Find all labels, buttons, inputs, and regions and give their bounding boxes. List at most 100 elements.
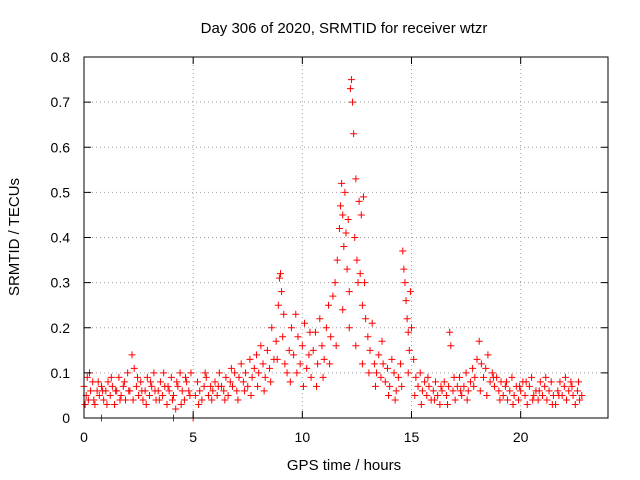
data-point	[337, 202, 345, 210]
data-point	[401, 279, 409, 287]
data-point	[437, 382, 445, 390]
x-tick-label: 5	[189, 429, 197, 445]
data-point	[196, 387, 204, 395]
data-point	[182, 373, 190, 381]
data-point	[569, 391, 577, 399]
data-point	[522, 378, 530, 386]
y-tick-label: 0.2	[51, 320, 71, 336]
data-point	[399, 247, 407, 255]
data-point	[239, 378, 247, 386]
data-point	[554, 387, 562, 395]
data-point	[529, 396, 537, 404]
data-point	[421, 378, 429, 386]
data-point	[381, 378, 389, 386]
data-point	[514, 396, 522, 404]
data-point	[365, 369, 373, 377]
data-point	[148, 382, 156, 390]
data-point	[138, 387, 146, 395]
data-point	[394, 373, 402, 381]
data-point	[425, 382, 433, 390]
data-point	[530, 391, 538, 399]
data-point	[231, 369, 239, 377]
data-point	[354, 279, 362, 287]
data-point	[263, 346, 271, 354]
data-point	[220, 387, 228, 395]
data-point	[345, 288, 353, 296]
data-point	[120, 378, 128, 386]
data-point	[555, 391, 563, 399]
data-point	[168, 396, 176, 404]
x-tick-label: 20	[513, 429, 529, 445]
data-point	[201, 369, 209, 377]
data-point	[228, 382, 236, 390]
data-point	[246, 355, 254, 363]
data-point	[447, 342, 455, 350]
data-point	[194, 378, 202, 386]
data-point	[164, 382, 172, 390]
data-point	[155, 396, 163, 404]
data-point	[273, 355, 281, 363]
data-point	[112, 387, 120, 395]
data-point	[183, 378, 191, 386]
data-point	[438, 387, 446, 395]
data-point	[362, 315, 370, 323]
data-point	[352, 342, 360, 350]
data-point	[573, 387, 581, 395]
data-point	[466, 378, 474, 386]
data-point	[261, 373, 269, 381]
data-point	[313, 382, 321, 390]
data-point	[202, 373, 210, 381]
data-point	[132, 382, 140, 390]
y-tick-label: 0.3	[51, 275, 71, 291]
data-point	[543, 396, 551, 404]
data-point	[208, 396, 216, 404]
data-point	[432, 378, 440, 386]
data-point	[204, 391, 212, 399]
data-point	[222, 373, 230, 381]
y-tick-label: 0.1	[51, 365, 71, 381]
data-point	[331, 279, 339, 287]
data-point	[137, 378, 145, 386]
data-point	[548, 400, 556, 408]
data-point	[460, 382, 468, 390]
data-point	[453, 382, 461, 390]
data-point	[535, 387, 543, 395]
data-point	[325, 301, 333, 309]
data-point	[248, 373, 256, 381]
data-point	[423, 391, 431, 399]
data-point	[242, 369, 250, 377]
data-point	[340, 243, 348, 251]
data-point	[377, 373, 385, 381]
data-point	[495, 387, 503, 395]
data-point	[351, 234, 359, 241]
data-point	[303, 364, 311, 372]
data-point	[322, 324, 330, 332]
data-point	[504, 396, 512, 404]
data-point	[180, 396, 188, 404]
data-point	[117, 391, 125, 399]
data-point	[457, 387, 465, 395]
y-tick-label: 0.5	[51, 184, 71, 200]
grid-lines	[84, 57, 608, 418]
data-point	[539, 391, 546, 399]
data-point	[211, 378, 219, 386]
data-point	[342, 229, 350, 237]
data-point	[345, 324, 353, 332]
y-tick-label: 0	[62, 410, 70, 426]
data-point	[285, 346, 293, 354]
data-point	[480, 373, 488, 381]
data-point	[176, 369, 184, 377]
data-point	[301, 319, 309, 327]
data-point	[450, 373, 458, 381]
data-point	[116, 396, 124, 404]
data-point	[508, 373, 516, 381]
data-point	[400, 265, 408, 273]
data-point	[293, 369, 301, 377]
data-point	[135, 391, 143, 399]
data-point	[358, 360, 366, 368]
data-point	[567, 378, 575, 386]
data-point	[444, 400, 452, 408]
data-point	[499, 391, 507, 399]
data-point	[434, 391, 442, 399]
